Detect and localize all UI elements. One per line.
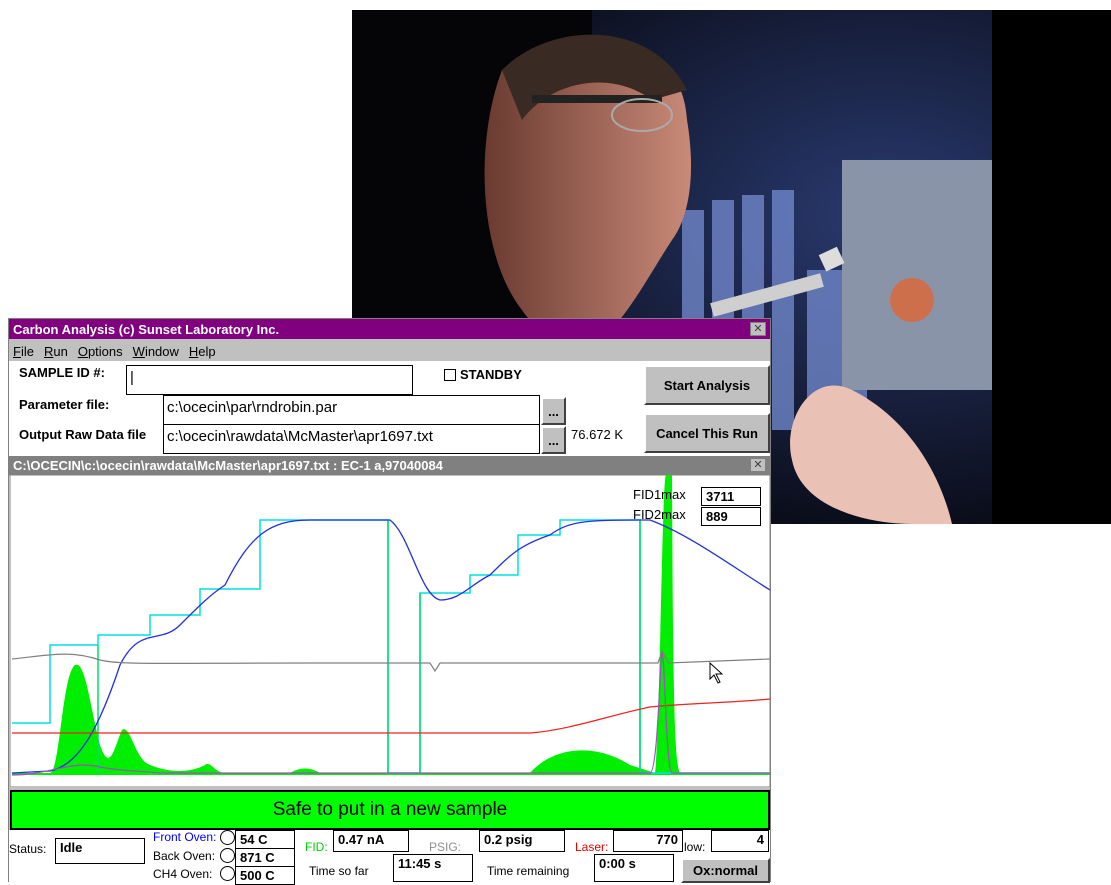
laser-label: Laser:	[575, 840, 608, 854]
sample-id-label: SAMPLE ID #:	[19, 365, 105, 380]
fid1-value: 3711	[701, 487, 761, 506]
status-panel: Status: Idle Front Oven: Back Oven: CH4 …	[9, 830, 770, 883]
form-panel: SAMPLE ID #: | STANDBY Parameter file: c…	[9, 361, 770, 456]
time-so-far-label: Time so far	[309, 864, 369, 878]
start-button[interactable]: Start Analysis	[644, 365, 770, 405]
fid2-label: FID2max	[633, 507, 686, 522]
parameter-input[interactable]: c:\ocecin\par\rndrobin.par	[163, 395, 540, 425]
page: {"window":{"title":"Carbon Analysis (c) …	[0, 0, 1111, 882]
status-value: Idle	[55, 838, 145, 864]
standby-label: STANDBY	[460, 367, 522, 382]
file-size: 76.672 K	[571, 427, 623, 442]
close-button[interactable]: ✕	[750, 322, 766, 336]
flow-value: 4	[711, 830, 769, 852]
menu-item[interactable]: Run	[44, 344, 68, 359]
psig-label: PSIG:	[429, 840, 461, 854]
front-oven-value: 54 C	[235, 830, 295, 849]
fid-label: FID:	[305, 840, 328, 854]
time-remaining-label: Time remaining	[487, 864, 569, 878]
standby-checkbox[interactable]	[444, 369, 456, 381]
cancel-button[interactable]: Cancel This Run	[644, 413, 770, 453]
menu-item[interactable]: Help	[189, 344, 216, 359]
laser-value: 770	[613, 830, 683, 852]
browse-button[interactable]: ...	[541, 426, 566, 454]
menu-item[interactable]: File	[13, 344, 34, 359]
close-button[interactable]: ✕	[750, 458, 766, 472]
ch4-oven-value: 500 C	[235, 866, 295, 885]
flow-label: low:	[684, 840, 705, 854]
fid1-label: FID1max	[633, 487, 686, 502]
output-label: Output Raw Data file	[19, 427, 146, 442]
menu-item[interactable]: Options	[78, 344, 123, 359]
back-oven-value: 871 C	[235, 848, 295, 867]
browse-button[interactable]: ...	[541, 397, 566, 425]
plot-title-bar: C:\OCECIN\c:\ocecin\rawdata\McMaster\apr…	[9, 456, 770, 475]
status-label: Status:	[9, 842, 46, 856]
front-oven-label: Front Oven:	[153, 830, 216, 844]
time-so-far-value: 11:45 s	[393, 854, 473, 882]
fid-value: 0.47 nA	[333, 830, 409, 852]
menu-bar: File Run Options Window Help	[13, 344, 226, 359]
back-oven-label: Back Oven:	[153, 849, 215, 863]
oven-indicator	[220, 848, 235, 863]
title-bar: Carbon Analysis (c) Sunset Laboratory In…	[9, 319, 770, 339]
output-input[interactable]: c:\ocecin\rawdata\McMaster\apr1697.txt	[163, 424, 540, 454]
window-title: Carbon Analysis (c) Sunset Laboratory In…	[13, 322, 279, 337]
plot-title: C:\OCECIN\c:\ocecin\rawdata\McMaster\apr…	[13, 458, 443, 473]
sample-id-input[interactable]: |	[126, 365, 413, 395]
status-banner: Safe to put in a new sample	[10, 790, 770, 830]
ch4-oven-label: CH4 Oven:	[153, 867, 212, 881]
parameter-label: Parameter file:	[19, 397, 109, 412]
ox-button[interactable]: Ox:normal	[681, 858, 770, 883]
menu-item[interactable]: Window	[133, 344, 179, 359]
oven-indicator	[220, 830, 235, 845]
time-remaining-value: 0:00 s	[594, 854, 674, 882]
oven-indicator	[220, 866, 235, 881]
psig-value: 0.2 psig	[479, 830, 565, 852]
app-window: Carbon Analysis (c) Sunset Laboratory In…	[8, 318, 771, 882]
fid2-value: 889	[701, 507, 761, 526]
